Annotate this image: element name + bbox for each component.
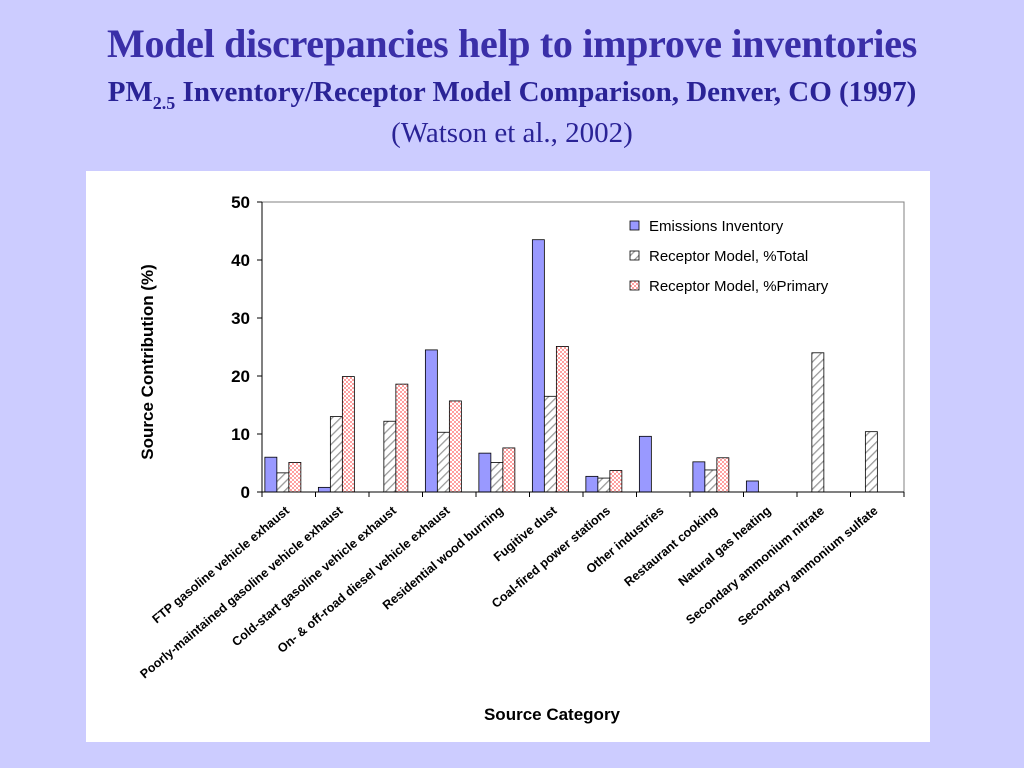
bar-receptor-total <box>329 416 343 493</box>
bar-emissions <box>317 486 331 493</box>
bar-receptor-total <box>811 352 825 493</box>
y-tick-label: 50 <box>231 193 250 212</box>
bar-receptor-total <box>490 462 504 493</box>
x-tick-label: Restaurant cooking <box>622 504 720 590</box>
bar-receptor-total <box>864 431 878 493</box>
bar-emissions <box>745 480 759 493</box>
legend-label: Receptor Model, %Primary <box>649 278 829 295</box>
bar-receptor-primary <box>555 346 569 493</box>
subtitle-prefix: PM <box>107 76 153 108</box>
bar-receptor-primary <box>341 376 355 493</box>
subtitle-subscript: 2.5 <box>152 93 176 113</box>
bar-emissions <box>638 435 652 493</box>
bar-receptor-total <box>276 472 290 493</box>
legend-label: Receptor Model, %Total <box>649 248 808 265</box>
y-tick-label: 40 <box>231 251 250 270</box>
bar-receptor-primary <box>395 383 409 493</box>
y-tick-label: 0 <box>241 483 250 502</box>
legend-swatch <box>629 250 640 261</box>
y-tick-label: 30 <box>231 309 250 328</box>
slide-title: Model discrepancies help to improve inve… <box>107 21 917 66</box>
legend-label: Emissions Inventory <box>649 218 784 235</box>
bar-receptor-total <box>383 420 397 493</box>
x-tick-label: Poorly-maintained gasoline vehicle exhau… <box>137 503 346 681</box>
bar-chart: 0 10 20 30 40 50 Source Contribution (%) Source… <box>137 193 905 724</box>
bar-receptor-primary <box>716 457 730 493</box>
subtitle-rest: Inventory/Receptor Model Comparison, Den… <box>175 76 917 108</box>
bar-emissions <box>424 349 438 493</box>
bar-receptor-primary <box>502 447 516 493</box>
legend-box <box>616 209 898 297</box>
bar-emissions <box>531 239 545 493</box>
legend-swatch <box>629 220 640 231</box>
bar-emissions <box>585 475 599 493</box>
bar-receptor-total <box>704 469 718 493</box>
legend-swatch <box>629 280 640 291</box>
bar-emissions <box>478 452 492 493</box>
bar-receptor-total <box>597 477 611 493</box>
bar-emissions <box>692 461 706 493</box>
y-tick-label: 10 <box>231 425 250 444</box>
bar-receptor-primary <box>288 462 302 493</box>
x-tick-label: Natural gas heating <box>676 504 774 589</box>
bar-emissions <box>264 456 278 493</box>
bar-receptor-primary <box>448 400 462 493</box>
bar-receptor-total <box>436 431 450 493</box>
bar-receptor-primary <box>609 470 623 493</box>
y-tick-label: 20 <box>231 367 250 386</box>
slide-subtitle: PM2.5 Inventory/Receptor Model Compariso… <box>0 76 1024 113</box>
y-axis-label: Source Contribution (%) <box>138 264 157 459</box>
bar-receptor-total <box>543 395 557 493</box>
chart-panel: 0 10 20 30 40 50 Source Contribution (%) Source… <box>86 171 930 742</box>
x-axis-label: Source Category <box>484 705 621 724</box>
citation: (Watson et al., 2002) <box>391 117 633 149</box>
